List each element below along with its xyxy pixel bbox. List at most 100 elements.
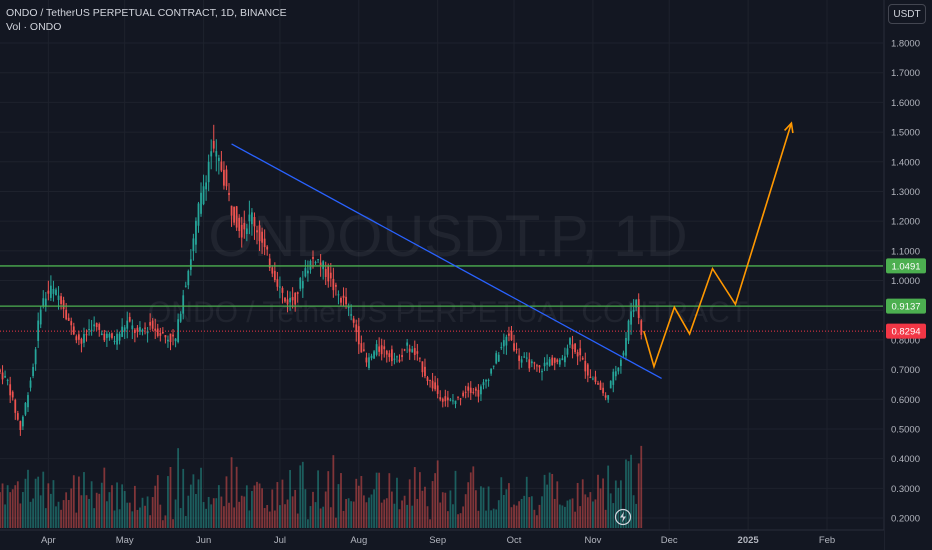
volume-bar <box>523 495 526 528</box>
candle-body <box>564 356 566 363</box>
currency-button[interactable]: USDT <box>888 4 926 24</box>
volume-bar <box>584 494 587 528</box>
volume-bar <box>373 489 375 528</box>
volume-bar <box>431 481 434 528</box>
candle-body <box>408 348 411 352</box>
candle-body <box>505 336 508 346</box>
volume-bar <box>52 480 55 528</box>
volume-bar <box>556 481 559 528</box>
volume-bar <box>75 512 78 528</box>
volume-bar <box>108 492 111 528</box>
volume-label[interactable]: Vol · ONDO <box>6 21 62 33</box>
candle-body <box>319 262 322 266</box>
volume-bar <box>335 517 337 528</box>
time-tick-label: May <box>116 535 134 546</box>
candle-body <box>609 380 612 389</box>
candle-body <box>612 371 615 385</box>
candle-body <box>83 334 85 343</box>
volume-bar <box>55 506 57 528</box>
volume-bar <box>625 459 627 528</box>
candle-body <box>93 324 96 327</box>
candle-body <box>1 372 4 380</box>
candle-body <box>444 396 447 402</box>
volume-bar <box>32 498 34 528</box>
volume-bar <box>413 467 416 528</box>
volume-bar <box>551 473 554 528</box>
candle-body <box>77 334 80 340</box>
candle-body <box>500 347 503 349</box>
volume-bar <box>235 466 238 528</box>
volume-bar <box>131 511 134 528</box>
time-axis-background <box>0 530 884 550</box>
volume-bar <box>29 501 32 528</box>
candle-body <box>225 169 228 187</box>
candle-body <box>434 382 437 390</box>
level-price-tag-1-bg <box>886 258 926 274</box>
volume-bar <box>558 504 561 528</box>
volume-bar <box>459 513 462 528</box>
volume-bar <box>480 486 482 528</box>
candle-body <box>261 231 263 243</box>
candle-body <box>322 261 325 270</box>
volume-bar <box>536 515 538 528</box>
candle-body <box>383 346 386 350</box>
candle-body <box>235 206 238 228</box>
candle-body <box>230 205 233 216</box>
volume-bar <box>169 466 172 528</box>
volume-bar <box>161 520 164 528</box>
volume-bar <box>279 505 281 528</box>
symbol-title[interactable]: ONDO / TetherUS PERPETUAL CONTRACT, 1D, … <box>6 7 287 19</box>
volume-bar <box>151 497 154 528</box>
volume-bar <box>141 497 144 528</box>
candle-body <box>347 306 350 309</box>
candle-body <box>632 309 635 312</box>
volume-bar <box>469 472 472 528</box>
volume-bar <box>467 482 470 528</box>
volume-bar <box>599 488 602 528</box>
candle-body <box>635 299 638 308</box>
volume-bar <box>317 470 319 528</box>
candle-body <box>518 355 521 361</box>
candle-body <box>141 329 144 332</box>
volume-bar <box>22 492 24 528</box>
replay-icon[interactable] <box>614 508 632 526</box>
watermark-symbol: ONDOUSDT.P, 1D <box>208 204 687 269</box>
volume-bar <box>24 478 27 528</box>
candle-body <box>502 340 505 347</box>
volume-bar <box>612 503 615 528</box>
candle-body <box>355 324 358 332</box>
volume-bar <box>518 501 521 528</box>
candle-body <box>312 257 314 259</box>
volume-bar <box>548 472 551 528</box>
candle-body <box>352 318 355 323</box>
candle-body <box>581 357 584 360</box>
volume-bar <box>154 485 157 528</box>
volume-bar <box>457 514 459 528</box>
candle-body <box>299 278 302 289</box>
volume-bar <box>307 519 309 528</box>
volume-bar <box>497 500 500 528</box>
volume-bar <box>184 516 187 528</box>
volume-bar <box>342 510 345 528</box>
volume-bar <box>352 501 355 528</box>
candle-body <box>123 327 126 332</box>
volume-bar <box>301 461 304 528</box>
volume-bar <box>187 495 190 528</box>
candle-body <box>614 371 617 377</box>
candle-body <box>136 327 139 332</box>
volume-bar <box>19 503 22 528</box>
volume-bar <box>401 500 403 528</box>
volume-bar <box>205 508 208 528</box>
candle-body <box>57 295 60 300</box>
volume-bar <box>403 495 406 528</box>
volume-bar <box>299 465 302 528</box>
volume-bar <box>553 498 556 528</box>
candle-body <box>72 326 75 335</box>
candle-body <box>273 270 276 281</box>
volume-bar <box>436 460 439 528</box>
candle-body <box>566 348 569 355</box>
volume-bar <box>581 479 584 528</box>
candle-body <box>144 327 146 329</box>
volume-bar <box>126 502 129 528</box>
